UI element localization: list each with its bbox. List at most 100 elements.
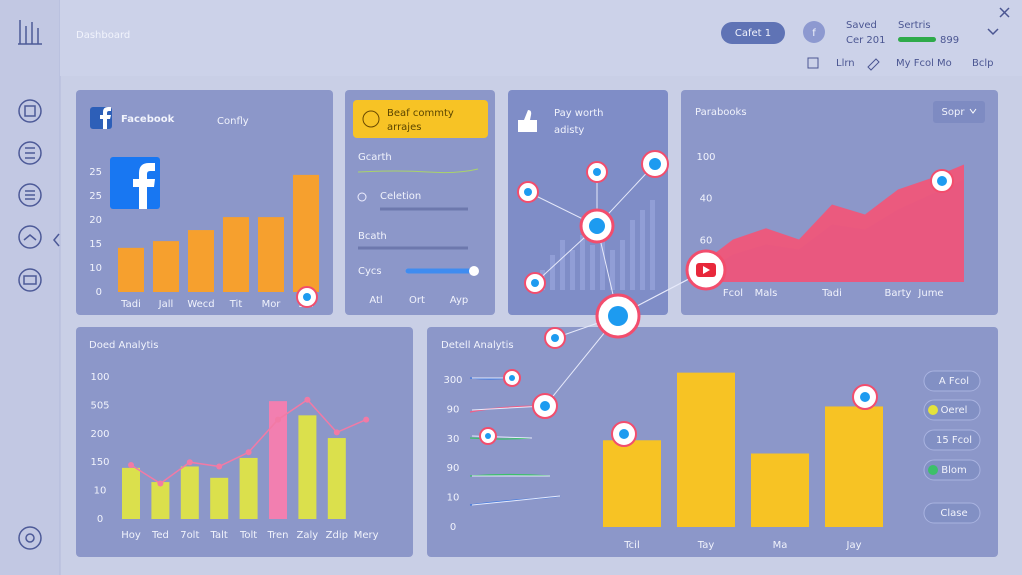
y-tick-label: 10 — [89, 263, 102, 274]
dropdown-arrow — [969, 108, 977, 114]
line-point — [333, 429, 340, 436]
x-tick-label: Mery — [354, 530, 379, 541]
nav-icon[interactable] — [18, 183, 42, 207]
y-tick-label: 100 — [696, 152, 715, 163]
legend-button[interactable] — [923, 459, 981, 481]
line-point — [157, 480, 164, 487]
bar — [293, 174, 319, 292]
nav-icon[interactable] — [18, 268, 42, 292]
row-label: Gcarth — [358, 152, 392, 163]
bar — [825, 406, 883, 527]
badge-text: Beaf commty — [387, 108, 454, 119]
bar — [603, 440, 661, 527]
panel-button[interactable] — [933, 101, 985, 123]
header-button[interactable] — [721, 22, 785, 44]
y-tick-label: 25 — [89, 191, 102, 202]
y-tick-label: 25 — [89, 167, 102, 178]
y-tick-label: 300 — [443, 375, 462, 386]
legend-button[interactable] — [923, 399, 981, 421]
bar — [677, 372, 735, 527]
y-tick-label: 20 — [89, 215, 102, 226]
line-point — [275, 416, 281, 423]
header-link[interactable]: My Fcol Mo — [896, 58, 952, 69]
legend-button[interactable] — [923, 502, 981, 524]
line-point — [128, 462, 134, 469]
x-tick-label: Tay — [697, 540, 715, 551]
header-bar — [60, 0, 1022, 76]
link-icons — [807, 57, 880, 71]
facebook-logo-glyph — [133, 163, 155, 209]
x-tick-label: Jall — [158, 299, 174, 310]
panel-title: Parabooks — [695, 107, 747, 118]
charts: 25252015100TadiJallWecdTitMorSal10040604… — [89, 152, 964, 551]
stat-bar — [898, 37, 936, 42]
line-point — [363, 416, 370, 423]
footer-label: Ort — [409, 295, 425, 306]
legend-dot — [928, 465, 938, 475]
x-tick-label: Zaly — [297, 530, 319, 541]
bar — [327, 438, 346, 519]
header-link[interactable]: Llrn — [836, 58, 855, 69]
window-controls[interactable] — [987, 7, 1010, 36]
bar — [751, 453, 809, 527]
legend-label: Blom — [941, 465, 967, 476]
x-tick-label: Jume — [917, 288, 943, 299]
row-label: Cycs — [358, 266, 382, 277]
x-tick-label: Tadi — [120, 299, 141, 310]
legend-label: Clase — [940, 508, 967, 519]
x-tick-label: Fcol — [723, 288, 743, 299]
x-tick-label: Mals — [755, 288, 778, 299]
header-link[interactable]: Bclp — [972, 58, 993, 69]
collapse-arrow[interactable] — [53, 233, 60, 247]
line-point — [245, 449, 252, 456]
avatar[interactable] — [803, 21, 825, 43]
x-tick-label: Tcil — [623, 540, 639, 551]
y-tick-label: 200 — [90, 429, 109, 440]
nav-icon[interactable] — [18, 225, 42, 249]
stat-value: Cer 201 — [846, 35, 886, 46]
stat-label: Saved — [846, 20, 877, 31]
x-tick-label: Mor — [262, 299, 282, 310]
row-label: Celetion — [380, 191, 421, 202]
line-point — [216, 463, 223, 470]
y-tick-label: 0 — [450, 522, 456, 533]
x-tick-label: Talt — [210, 530, 228, 541]
network-nodes — [296, 150, 954, 447]
bar — [298, 415, 317, 519]
header-button-label: Cafet 1 — [735, 28, 771, 39]
y-tick-label: 100 — [90, 372, 109, 383]
nav-icon[interactable] — [18, 526, 42, 550]
logo[interactable] — [18, 20, 42, 45]
panel — [76, 327, 413, 557]
bar — [269, 401, 287, 519]
sidebar-icons — [18, 20, 60, 550]
stat-value: 899 — [940, 35, 959, 46]
legend-button[interactable] — [923, 429, 981, 451]
bar — [153, 241, 179, 292]
nav-icon[interactable] — [18, 99, 42, 123]
y-tick-label: 0 — [97, 514, 103, 525]
panel-button-label: Sopr — [942, 107, 966, 118]
panel — [508, 90, 668, 315]
nav-icon[interactable] — [18, 141, 42, 165]
legend-button[interactable] — [923, 370, 981, 392]
legend-label: A Fcol — [939, 376, 969, 387]
slider-knob[interactable] — [469, 266, 479, 276]
bar — [188, 230, 214, 292]
panel-title: Detell Analytis — [441, 340, 514, 351]
y-tick-label: 150 — [90, 457, 109, 468]
panel — [345, 90, 495, 315]
bar — [122, 467, 140, 519]
badge[interactable] — [353, 100, 488, 138]
area — [700, 164, 964, 282]
line-point — [304, 396, 311, 403]
panel-title: Pay worth — [554, 108, 603, 119]
x-tick-label: Barty — [885, 288, 912, 299]
x-tick-label: Tadi — [821, 288, 842, 299]
y-tick-label: 10 — [94, 486, 107, 497]
y-tick-label: 90 — [447, 404, 460, 415]
y-tick-label: 30 — [447, 434, 460, 445]
y-tick-label: 15 — [89, 239, 102, 250]
bar — [239, 457, 258, 519]
bar — [223, 217, 249, 292]
